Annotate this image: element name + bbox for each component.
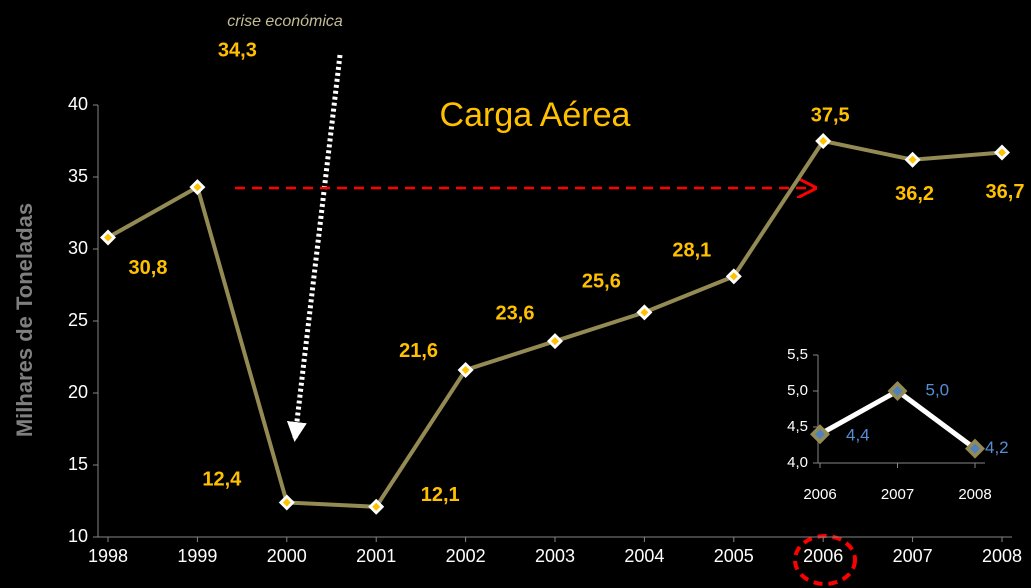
x-tick-label: 2004 xyxy=(624,546,664,566)
x-tick-label: 2000 xyxy=(267,546,307,566)
line xyxy=(107,138,1003,509)
marker-core xyxy=(908,155,917,164)
data-label: 37,5 xyxy=(811,104,850,126)
marker-core xyxy=(729,272,738,281)
marker-core xyxy=(970,443,980,454)
y-tick-label: 10 xyxy=(68,526,88,546)
x-tick-label: 2003 xyxy=(535,546,575,566)
y-tick-label: 4,5 xyxy=(787,418,808,435)
x-tick-label: 2006 xyxy=(803,546,843,566)
marker-core xyxy=(104,233,112,242)
y-tick-label: 5,5 xyxy=(787,346,808,363)
marker-core xyxy=(372,502,381,511)
marker-core xyxy=(998,148,1006,157)
marker-core xyxy=(892,386,903,396)
marker-core xyxy=(461,365,470,374)
data-label: 34,3 xyxy=(218,39,257,61)
y-tick-label: 30 xyxy=(68,238,88,258)
x-tick-label: 2008 xyxy=(958,486,991,503)
x-tick-label: 2006 xyxy=(803,486,836,503)
y-tick-label: 15 xyxy=(68,454,88,474)
x-tick-label: 2002 xyxy=(446,546,486,566)
x-tick-label: 2007 xyxy=(893,546,933,566)
y-tick-label: 20 xyxy=(68,382,88,402)
chart-title: Carga Aérea xyxy=(440,96,631,134)
marker-core xyxy=(193,183,202,192)
marker-core xyxy=(282,498,291,507)
data-label: 12,1 xyxy=(421,484,460,506)
x-tick-label: 2008 xyxy=(982,546,1022,566)
x-tick-label: 1999 xyxy=(177,546,217,566)
annotation: crise económica xyxy=(227,13,343,30)
y-tick-label: 40 xyxy=(68,94,88,114)
y-tick-label: 25 xyxy=(68,310,88,330)
data-label: 5,0 xyxy=(926,380,950,399)
data-label: 36,7 xyxy=(986,181,1025,203)
data-label: 28,1 xyxy=(672,240,711,262)
x-tick-label: 2007 xyxy=(881,486,914,503)
y-axis-label: Milhares de Toneladas xyxy=(12,203,37,437)
y-tick-label: 5,0 xyxy=(787,382,808,399)
highlight-circle xyxy=(793,534,857,586)
marker-core xyxy=(815,429,825,440)
data-label: 23,6 xyxy=(496,302,535,324)
data-label: 4,4 xyxy=(846,426,870,445)
data-label: 36,2 xyxy=(895,183,934,205)
crisis-arrow xyxy=(286,54,343,442)
marker-core xyxy=(551,337,559,346)
x-tick-label: 2005 xyxy=(714,546,754,566)
data-label: 21,6 xyxy=(399,340,438,362)
data-label: 4,2 xyxy=(985,438,1009,457)
data-label: 12,4 xyxy=(202,469,242,491)
y-tick-label: 4,0 xyxy=(787,454,808,471)
y-tick-label: 35 xyxy=(68,166,88,186)
x-tick-label: 1998 xyxy=(88,546,128,566)
marker-core xyxy=(819,137,828,145)
data-label: 30,8 xyxy=(129,257,168,279)
marker-core xyxy=(640,308,649,317)
data-label: 25,6 xyxy=(582,271,621,293)
x-tick-label: 2001 xyxy=(356,546,396,566)
